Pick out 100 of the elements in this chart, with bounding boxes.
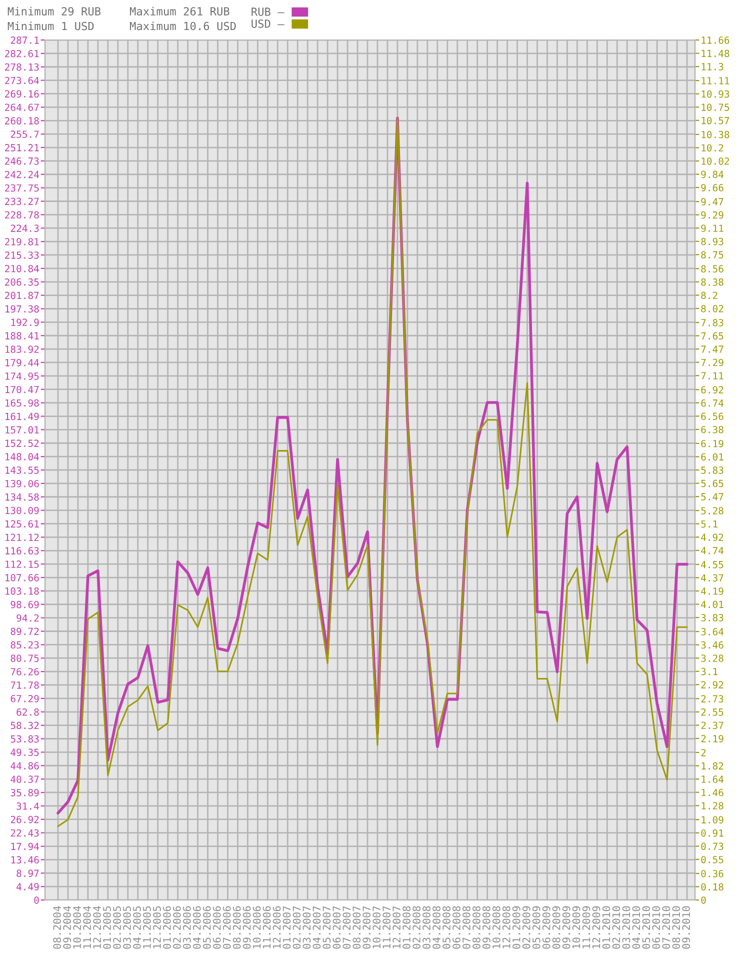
x-tick-label: 11.2009 <box>582 906 590 948</box>
y2-tick-label: 6.92 <box>701 386 724 394</box>
x-tick-label: 02.2005 <box>113 906 121 949</box>
y-tick-label: 251.21 <box>5 144 39 152</box>
y2-tick-label: 10.38 <box>702 130 730 138</box>
y2-tick-label: 7.83 <box>701 318 724 326</box>
y-tick-label: 287.1 <box>10 36 39 44</box>
x-tick-label: 12.2008 <box>502 906 510 948</box>
y2-tick-label: 8.2 <box>701 292 718 300</box>
y2-tick-label: 9.84 <box>701 170 724 178</box>
y2-tick-label: 8.93 <box>701 238 724 246</box>
y-tick-label: 143.55 <box>5 466 39 474</box>
y2-tick-label: 11.11 <box>702 77 730 84</box>
y-tick-label: 76.26 <box>10 668 39 676</box>
x-tick-label: 03.2006 <box>182 906 191 949</box>
y2-tick-label: 5.47 <box>701 493 724 500</box>
y2-tick-label: 11.3 <box>702 63 724 70</box>
x-tick-label: 09.2010 <box>682 906 690 949</box>
y-tick-label: 170.47 <box>5 386 39 394</box>
y-tick-label: 107.66 <box>5 574 39 582</box>
x-tick-label: 07.2006 <box>222 906 231 949</box>
y-tick-label: 246.73 <box>5 157 39 165</box>
y2-tick-label: 4.01 <box>701 600 724 608</box>
y-tick-label: 260.18 <box>5 117 39 124</box>
y2-tick-label: 4.74 <box>701 547 724 554</box>
x-tick-label: 07.2008 <box>462 906 470 949</box>
x-tick-label: 10.2004 <box>73 906 81 948</box>
y2-tick-label: 2.55 <box>701 708 724 716</box>
y2-tick-label: 0.91 <box>701 829 724 837</box>
y-tick-label: 273.64 <box>5 76 39 84</box>
y2-tick-label: 1.09 <box>702 816 724 824</box>
x-tick-label: 10.2007 <box>372 906 381 948</box>
y-tick-label: 35.89 <box>10 788 39 796</box>
y2-tick-label: 10.2 <box>702 144 724 152</box>
x-tick-label: 02.2006 <box>172 906 181 949</box>
legend-label: RUB – <box>252 8 284 16</box>
y-tick-label: 49.35 <box>10 748 39 756</box>
x-tick-label: 03.2007 <box>302 906 311 949</box>
x-tick-label: 11.2004 <box>83 906 91 948</box>
y-tick-label: 215.33 <box>5 251 39 259</box>
x-tick-label: 07.2010 <box>662 906 670 949</box>
y2-tick-label: 5.65 <box>701 480 724 488</box>
x-tick-label: 03.2005 <box>123 906 131 949</box>
y-tick-label: 242.24 <box>5 170 39 178</box>
y-tick-label: 40.37 <box>10 776 39 783</box>
y-tick-label: 282.61 <box>5 50 39 58</box>
y2-tick-label: 10.57 <box>702 116 730 124</box>
y-tick-label: 53.83 <box>10 735 39 743</box>
y-tick-label: 4.49 <box>16 883 39 890</box>
y2-tick-label: 6.19 <box>701 440 724 448</box>
y2-tick-label: 8.75 <box>701 251 724 258</box>
x-tick-label: 02.2010 <box>612 906 620 949</box>
y-tick-label: 0 <box>34 896 39 904</box>
y2-tick-label: 11.66 <box>702 36 730 44</box>
text: Minimum 29 RUB <box>8 6 101 16</box>
y2-tick-label: 6.01 <box>701 453 724 461</box>
x-tick-label: 01.2006 <box>162 906 171 949</box>
x-tick-label: 10.2006 <box>252 906 261 948</box>
y-tick-label: 17.94 <box>11 842 39 850</box>
y2-tick-label: 1.46 <box>702 788 724 796</box>
y2-tick-label: 8.02 <box>701 304 724 312</box>
y-tick-label: 192.9 <box>11 318 39 326</box>
x-tick-label: 09.2007 <box>362 906 371 949</box>
x-tick-label: 04.2006 <box>192 906 201 949</box>
x-tick-label: 08.2007 <box>352 906 361 949</box>
x-tick-label: 12.2009 <box>592 906 600 948</box>
y2-tick-label: 1.28 <box>702 802 724 810</box>
y2-tick-label: 5.83 <box>701 466 724 474</box>
y-tick-label: 22.43 <box>10 829 39 837</box>
x-tick-label: 12.2007 <box>392 906 401 948</box>
x-tick-label: 08.2009 <box>552 906 560 949</box>
x-tick-label: 05.2007 <box>322 906 331 949</box>
y-tick-label: 255.7 <box>10 130 39 138</box>
y-tick-label: 152.52 <box>5 440 39 447</box>
y-tick-label: 139.06 <box>5 480 39 488</box>
x-tick-label: 05.2008 <box>442 906 450 949</box>
y-tick-label: 112.15 <box>5 560 39 568</box>
x-tick-label: 08.2006 <box>232 906 241 949</box>
y-tick-label: 98.69 <box>10 600 39 608</box>
x-tick-label: 08.2008 <box>472 906 480 949</box>
x-tick-label: 08.2010 <box>672 906 680 949</box>
y2-tick-label: 9.47 <box>701 198 724 206</box>
x-tick-label: 06.2009 <box>542 906 550 949</box>
x-tick-label: 06.2006 <box>212 906 221 949</box>
x-tick-label: 05.2010 <box>642 906 650 949</box>
y-tick-label: 26.92 <box>10 816 39 824</box>
y-tick-label: 269.16 <box>5 90 39 98</box>
x-tick-label: 10.2009 <box>572 906 580 948</box>
text: Maximum 261 RUB <box>130 6 230 16</box>
y-tick-label: 224.3 <box>10 224 39 232</box>
y2-tick-label: 6.38 <box>701 426 724 434</box>
y2-tick-label: 4.37 <box>701 574 724 582</box>
y-tick-label: 62.8 <box>16 708 39 716</box>
y2-tick-label: 8.56 <box>701 265 724 273</box>
x-tick-label: 04.2007 <box>312 906 321 949</box>
y2-tick-label: 2 <box>701 748 706 756</box>
y-tick-label: 103.18 <box>5 587 39 595</box>
y-tick-label: 161.49 <box>5 412 39 420</box>
x-tick-label: 09.2009 <box>562 906 570 949</box>
y2-tick-label: 7.11 <box>701 372 724 380</box>
